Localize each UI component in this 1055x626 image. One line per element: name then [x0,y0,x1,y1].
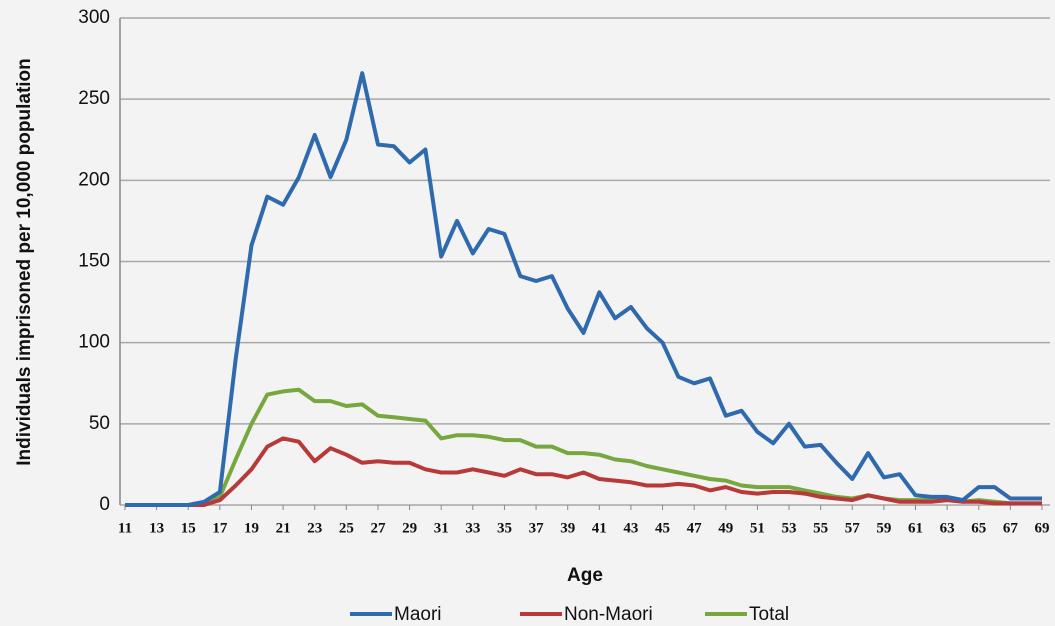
x-tick-label: 39 [560,520,575,536]
x-tick-label: 57 [845,520,861,536]
x-tick-label: 15 [181,520,196,536]
x-tick-label: 19 [244,520,259,536]
x-tick-label: 27 [370,520,386,536]
y-axis-label: Individuals imprisoned per 10,000 popula… [14,58,35,466]
x-tick-label: 59 [876,520,891,536]
x-tick-label: 47 [687,520,703,536]
x-tick-label: 61 [908,520,923,536]
x-tick-label: 69 [1035,520,1050,536]
x-tick-label: 55 [813,520,828,536]
x-tick-label: 41 [592,520,607,536]
x-axis-label: Age [567,565,603,586]
x-tick-label: 65 [971,520,986,536]
x-tick-label: 17 [212,520,228,536]
x-tick-label: 53 [782,520,797,536]
x-tick-label: 43 [623,520,638,536]
x-tick-label: 63 [940,520,955,536]
legend-label: Non-Maori [564,604,653,625]
y-tick-label: 50 [89,413,110,434]
y-tick-label: 250 [78,88,110,109]
x-tick-label: 35 [497,520,512,536]
x-tick-label: 33 [465,520,480,536]
x-tick-label: 67 [1003,520,1019,536]
x-tick-label: 37 [529,520,545,536]
x-tick-label: 23 [307,520,322,536]
y-tick-label: 0 [99,494,110,515]
x-tick-label: 45 [655,520,670,536]
series-line [125,71,1042,507]
y-tick-label: 100 [78,332,110,353]
y-tick-label: 200 [78,169,110,190]
x-tick-label: 49 [718,520,733,536]
legend-label: Maori [394,604,442,625]
x-tick-label: 13 [149,520,164,536]
legend-label: Total [749,604,789,625]
y-tick-label: 150 [78,251,110,272]
series-line [125,436,1042,507]
x-tick-label: 29 [402,520,417,536]
x-tick-label: 25 [339,520,354,536]
x-tick-label: 21 [276,520,291,536]
x-tick-label: 11 [118,520,132,536]
x-tick-label: 51 [750,520,765,536]
y-tick-label: 300 [78,7,110,28]
x-tick-label: 31 [434,520,449,536]
